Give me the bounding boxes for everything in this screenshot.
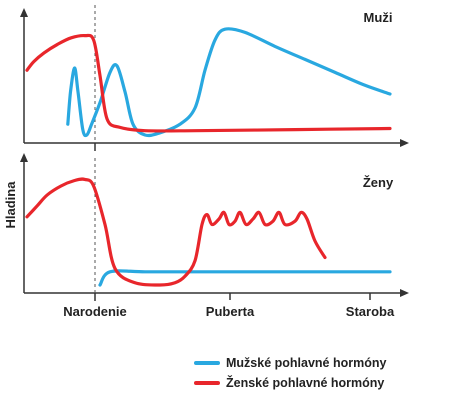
y-axis-label: Hladina [3, 181, 18, 229]
x-tick-labels: Narodenie Puberta Staroba [63, 304, 395, 319]
panel-label: Muži [364, 10, 393, 25]
series-line-female [25, 33, 392, 133]
legend: Mužské pohlavné hormóny Ženské pohlavné h… [194, 356, 386, 390]
panel-zeny: Ženy [20, 153, 409, 301]
panel-muzi: Muži [20, 5, 409, 151]
x-tick-label: Staroba [346, 304, 395, 319]
panel-label: Ženy [363, 175, 394, 190]
y-axis-arrow [20, 153, 28, 162]
series-line-male [98, 269, 392, 287]
x-axis-arrow [400, 139, 409, 147]
x-tick-label: Narodenie [63, 304, 127, 319]
x-tick-label: Puberta [206, 304, 255, 319]
legend-label: Mužské pohlavné hormóny [226, 356, 386, 370]
legend-label: Ženské pohlavné hormóny [226, 375, 384, 390]
y-axis-arrow [20, 8, 28, 17]
series-line-male [66, 27, 392, 138]
series-line-female [25, 177, 327, 287]
x-axis-arrow [400, 289, 409, 297]
